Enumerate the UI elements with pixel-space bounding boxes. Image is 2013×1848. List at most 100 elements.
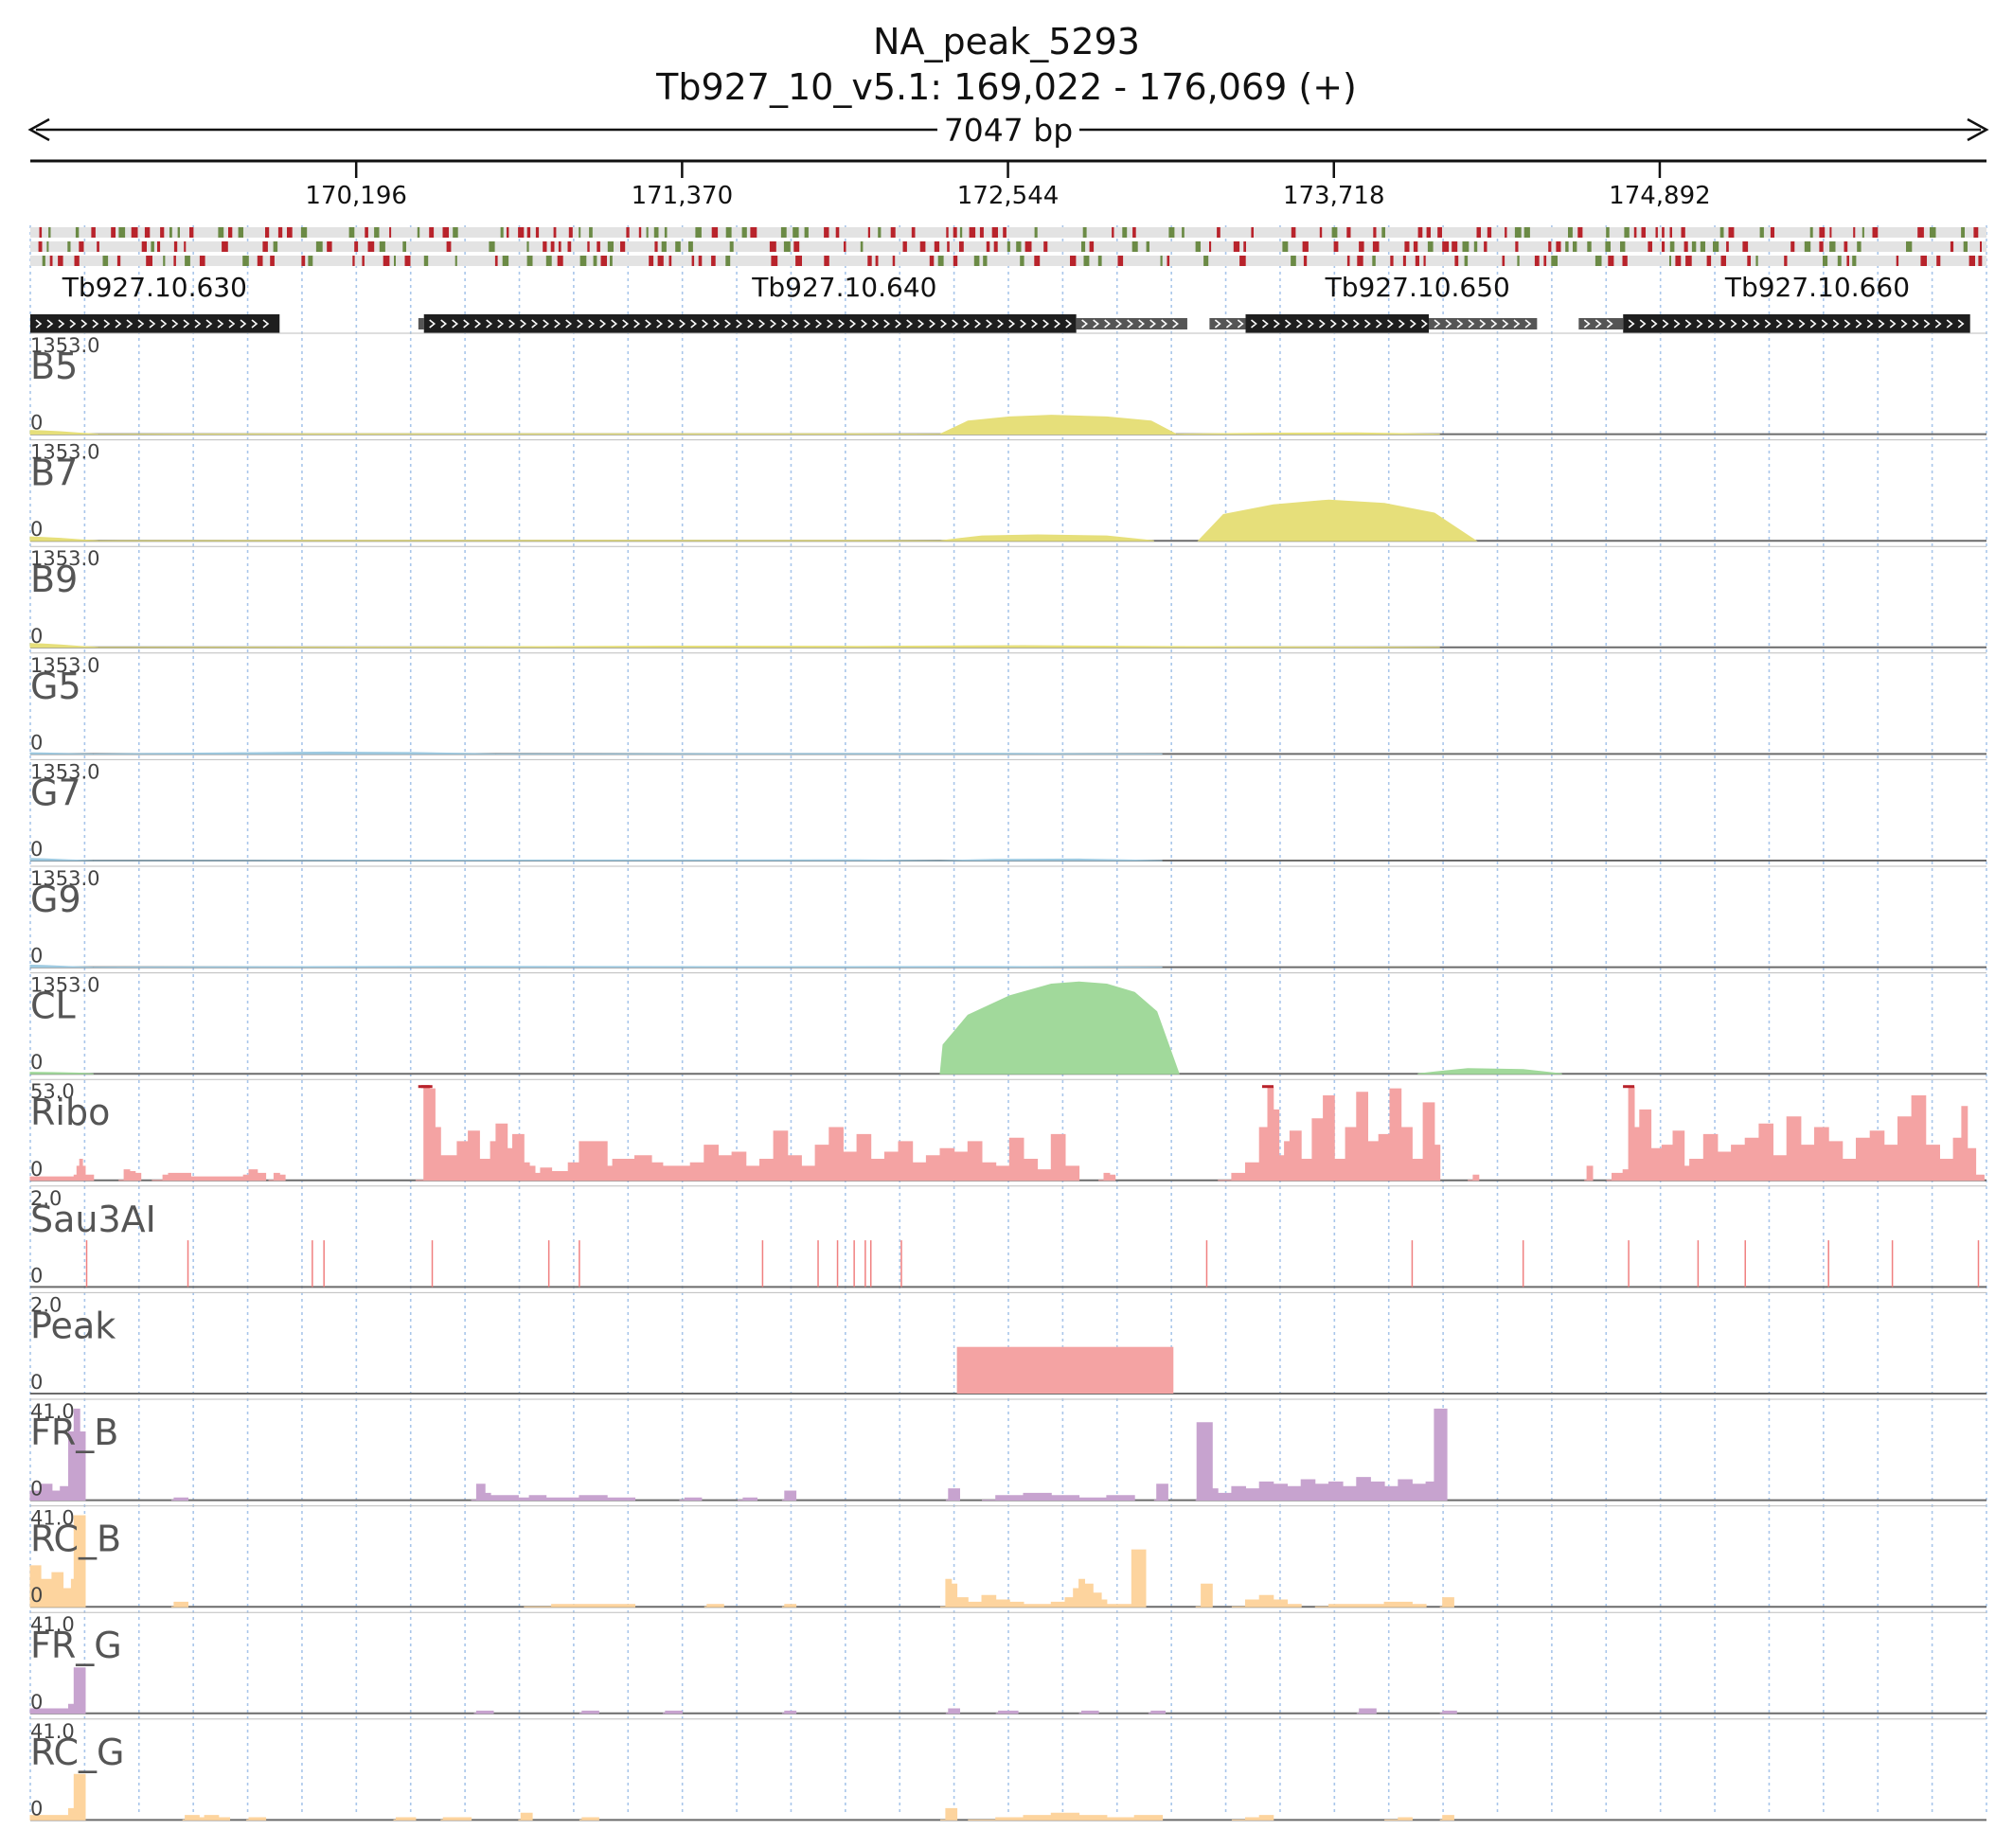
barcode-mark [1683, 241, 1688, 252]
barcode-mark [131, 227, 138, 238]
track-max-value: 1353.0 [30, 334, 99, 357]
barcode-mark [417, 227, 420, 238]
barcode-mark [1372, 241, 1380, 252]
barcode-mark [1112, 227, 1114, 238]
barcode-mark [1319, 227, 1323, 238]
barcode-mark [947, 241, 950, 252]
barcode-mark [593, 256, 597, 266]
barcode-mark [1700, 241, 1705, 252]
track-min-value: 0 [30, 412, 43, 435]
track-signal [1468, 1174, 1480, 1182]
barcode-mark [160, 227, 165, 238]
barcode-mark [507, 227, 509, 238]
track-signal [29, 1072, 94, 1075]
barcode-mark [1862, 227, 1864, 238]
barcode-mark [1747, 256, 1751, 266]
barcode-mark [185, 256, 190, 266]
barcode-mark [1081, 241, 1086, 252]
barcode-mark [1034, 227, 1038, 238]
barcode-mark [1359, 241, 1364, 252]
barcode-mark [1669, 241, 1675, 252]
barcode-mark [1390, 256, 1394, 266]
barcode-mark [711, 227, 719, 238]
barcode-mark [607, 241, 614, 252]
barcode-mark [1819, 227, 1826, 238]
barcode-mark [301, 256, 306, 266]
barcode-mark [502, 256, 509, 266]
barcode-mark [844, 241, 846, 252]
track-signal [93, 751, 496, 755]
track-signal [1417, 1068, 1562, 1075]
track-signal [781, 1490, 797, 1502]
barcode-mark [991, 227, 998, 238]
barcode-mark [429, 227, 435, 238]
barcode-mark [1454, 256, 1459, 266]
track-max-value: 1353.0 [30, 654, 99, 677]
barcode-mark [824, 256, 829, 266]
barcode-mark [937, 256, 944, 266]
barcode-mark [973, 256, 980, 266]
track-signal [98, 645, 1440, 649]
barcode-mark [558, 241, 561, 252]
barcode-mark [315, 241, 323, 252]
barcode-mark [526, 227, 531, 238]
track-signal [939, 981, 1180, 1075]
track-signal [93, 966, 1163, 968]
gene-strand-arrows [429, 319, 1073, 329]
track-name: RC_B [30, 1519, 121, 1560]
barcode-mark [74, 256, 80, 266]
barcode-mark [1523, 227, 1530, 238]
track-signal [440, 1817, 472, 1821]
barcode-mark [1728, 227, 1735, 238]
barcode-mark [265, 227, 270, 238]
barcode-mark [986, 241, 990, 252]
barcode-mark [698, 256, 703, 266]
track-signal [1197, 499, 1478, 542]
barcode-mark [1770, 227, 1774, 238]
barcode-mark [277, 227, 283, 238]
track-signal [1439, 1710, 1457, 1715]
barcode-mark [1070, 256, 1077, 266]
track-max-value: 2.0 [30, 1187, 62, 1210]
barcode-mark [1476, 227, 1481, 238]
barcode-mark [993, 241, 998, 252]
barcode-mark [1122, 227, 1128, 238]
barcode-mark [1857, 241, 1862, 252]
barcode-mark [1620, 241, 1626, 252]
gene-strand-arrows [1251, 319, 1428, 329]
span-arrow-right [1967, 117, 1989, 142]
barcode-mark [1755, 256, 1758, 266]
barcode-mark [218, 227, 224, 238]
barcode-mark [1551, 256, 1558, 266]
barcode-mark [1517, 256, 1520, 266]
barcode-mark [1043, 241, 1048, 252]
barcode-mark [969, 227, 976, 238]
barcode-mark [545, 256, 552, 266]
barcode-mark [741, 227, 747, 238]
barcode-mark [1146, 241, 1149, 252]
barcode-mark [1333, 241, 1339, 252]
barcode-mark [1543, 256, 1547, 266]
track-name: B7 [30, 453, 78, 494]
track-signal [1153, 1484, 1168, 1502]
barcode-mark [1515, 241, 1519, 252]
barcode-mark [638, 227, 642, 238]
barcode-mark [1713, 241, 1719, 252]
barcode-mark [824, 227, 829, 238]
barcode-mark [688, 241, 693, 252]
track-signal [940, 1549, 1147, 1608]
barcode-mark [118, 227, 126, 238]
barcode-mark [1243, 241, 1246, 252]
track-signal [473, 1710, 494, 1715]
clip-marker [1261, 1085, 1274, 1089]
figure-subtitle: Tb927_10_v5.1: 169,022 - 176,069 (+) [656, 66, 1357, 108]
barcode-mark [1402, 256, 1406, 266]
track-signal [945, 1488, 960, 1502]
barcode-mark [1930, 227, 1936, 238]
barcode-mark [1209, 241, 1212, 252]
track-signal [662, 1710, 683, 1715]
barcode-mark [1167, 256, 1170, 266]
track-signal [29, 1773, 86, 1821]
track-signal [182, 1815, 230, 1821]
barcode-mark [1577, 227, 1583, 238]
